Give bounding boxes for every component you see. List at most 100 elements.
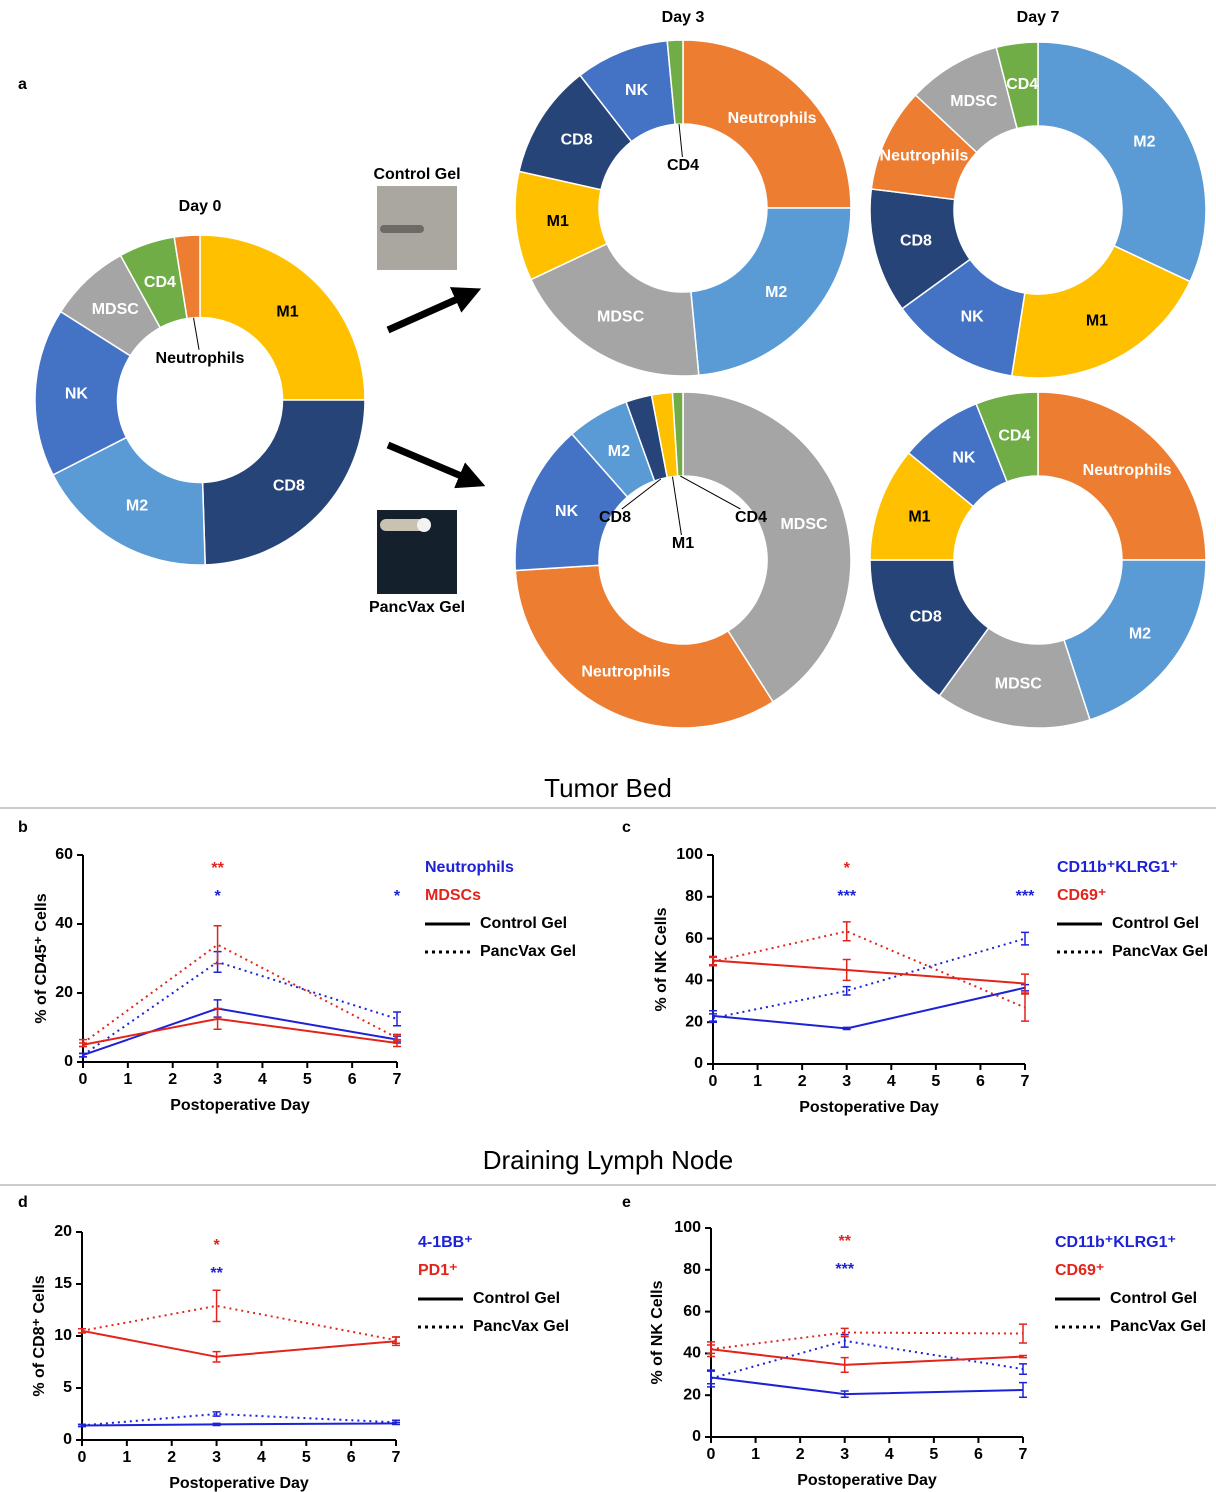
series-line <box>82 1331 396 1357</box>
arrow <box>388 445 466 478</box>
x-tick-label: 2 <box>798 1073 807 1090</box>
series-line <box>82 1423 396 1425</box>
x-axis-label: Postoperative Day <box>797 1472 937 1489</box>
error-bar <box>1019 1364 1027 1374</box>
legend-label: PancVax Gel <box>1112 943 1208 960</box>
x-tick-label: 3 <box>840 1446 849 1463</box>
slice-label: M2 <box>1133 134 1155 151</box>
x-tick-label: 5 <box>302 1449 311 1466</box>
series-line <box>713 931 1025 1007</box>
chart-title: Day 7 <box>1017 9 1060 26</box>
x-tick-label: 5 <box>931 1073 940 1090</box>
panel-label: b <box>18 819 28 836</box>
x-tick-label: 7 <box>393 1071 402 1088</box>
legend-label: CD69⁺ <box>1057 887 1106 904</box>
panel-label: c <box>622 819 631 836</box>
x-tick-label: 6 <box>974 1446 983 1463</box>
slice-label: Neutrophils <box>880 148 969 165</box>
error-bar <box>1021 994 1029 1021</box>
slice-label: CD8 <box>273 477 305 494</box>
x-tick-label: 4 <box>885 1446 894 1463</box>
x-tick-label: 5 <box>929 1446 938 1463</box>
y-tick-label: 80 <box>683 1261 701 1278</box>
panel-label: a <box>18 76 27 93</box>
x-tick-label: 4 <box>257 1449 266 1466</box>
y-tick-label: 100 <box>676 846 703 863</box>
donut-slice <box>515 565 773 728</box>
legend-label: PancVax Gel <box>480 943 576 960</box>
panel-label: d <box>18 1194 28 1211</box>
series-line <box>82 1306 396 1340</box>
y-axis-label: % of NK Cells <box>649 1280 666 1384</box>
significance-mark: *** <box>1016 888 1035 905</box>
x-tick-label: 2 <box>167 1449 176 1466</box>
legend-label: Control Gel <box>480 915 567 932</box>
slice-label: MDSC <box>950 93 998 110</box>
slice-label: MDSC <box>92 301 140 318</box>
slice-label: NK <box>625 82 649 99</box>
page: a b c d e Tumor Bed Draining Lymph Node … <box>0 0 1216 1492</box>
error-bar <box>214 926 222 964</box>
series-line <box>83 962 397 1055</box>
y-tick-label: 40 <box>683 1345 701 1362</box>
slice-label: CD4 <box>667 157 699 174</box>
x-tick-label: 7 <box>392 1449 401 1466</box>
slice-label: Neutrophils <box>156 350 245 367</box>
significance-mark: *** <box>837 888 856 905</box>
slice-label: Neutrophils <box>581 663 670 680</box>
legend-label: Control Gel <box>1110 1290 1197 1307</box>
x-tick-label: 4 <box>887 1073 896 1090</box>
y-axis-label: % of CD45⁺ Cells <box>33 893 50 1023</box>
legend-label: CD11b⁺KLRG1⁺ <box>1057 859 1178 876</box>
y-tick-label: 10 <box>54 1327 72 1344</box>
legend-label: CD69⁺ <box>1055 1262 1104 1279</box>
treatment-label: Control Gel <box>373 166 460 183</box>
figure: a b c d e Tumor Bed Draining Lymph Node … <box>0 0 1216 1492</box>
y-tick-label: 20 <box>683 1386 701 1403</box>
significance-mark: * <box>394 888 401 905</box>
x-tick-label: 2 <box>168 1071 177 1088</box>
slice-label: M1 <box>276 304 298 321</box>
y-tick-label: 0 <box>692 1428 701 1445</box>
legend-label: MDSCs <box>425 887 481 904</box>
legend-label: PancVax Gel <box>1110 1318 1206 1335</box>
x-tick-label: 6 <box>976 1073 985 1090</box>
y-tick-label: 0 <box>64 1053 73 1070</box>
y-tick-label: 5 <box>63 1379 72 1396</box>
x-tick-label: 5 <box>303 1071 312 1088</box>
legend-label: Control Gel <box>473 1290 560 1307</box>
y-tick-label: 20 <box>55 984 73 1001</box>
legend-label: CD11b⁺KLRG1⁺ <box>1055 1234 1176 1251</box>
x-tick-label: 2 <box>796 1446 805 1463</box>
x-axis-label: Postoperative Day <box>170 1097 310 1114</box>
y-tick-label: 0 <box>63 1431 72 1448</box>
legend-label: PD1⁺ <box>418 1262 458 1279</box>
arrow <box>388 297 462 330</box>
slice-label: NK <box>961 309 985 326</box>
x-tick-label: 1 <box>123 1071 132 1088</box>
x-tick-label: 1 <box>751 1446 760 1463</box>
slice-label: CD8 <box>910 608 942 625</box>
slice-label: CD4 <box>998 427 1030 444</box>
slice-label: CD8 <box>561 132 593 149</box>
x-tick-label: 0 <box>79 1071 88 1088</box>
x-axis-label: Postoperative Day <box>799 1099 939 1116</box>
slice-label: NK <box>952 449 976 466</box>
error-bar <box>843 922 851 941</box>
x-tick-label: 0 <box>78 1449 87 1466</box>
slice-label: CD4 <box>1006 76 1038 93</box>
y-tick-label: 80 <box>685 888 703 905</box>
y-tick-label: 0 <box>694 1055 703 1072</box>
slice-label: M1 <box>547 213 569 230</box>
series-line <box>83 945 397 1043</box>
y-tick-label: 15 <box>54 1275 72 1292</box>
significance-mark: ** <box>838 1233 851 1250</box>
x-tick-label: 7 <box>1019 1446 1028 1463</box>
panel-label: e <box>622 1194 631 1211</box>
chart-title: Day 0 <box>179 198 222 215</box>
leader-line <box>672 477 681 535</box>
leader-line <box>194 318 200 350</box>
x-tick-label: 6 <box>348 1071 357 1088</box>
slice-label: MDSC <box>597 309 645 326</box>
y-tick-label: 100 <box>674 1219 701 1236</box>
